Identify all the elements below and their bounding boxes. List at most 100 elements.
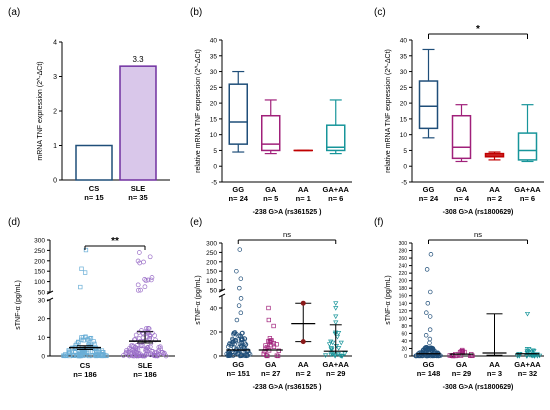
data-point — [239, 297, 243, 301]
y-tick-label: 20 — [210, 101, 218, 108]
significance-label: ns — [283, 230, 291, 239]
y-axis-label: sTNF-α (pg/mL) — [15, 280, 22, 330]
x-axis-label: -308 G>A (rs1800629) — [443, 384, 514, 391]
y-tick-label: 10 — [210, 132, 218, 139]
y-tick-label: 50 — [210, 288, 218, 295]
data-point — [334, 315, 338, 319]
category-label: CS — [89, 184, 99, 193]
panel-label-e: (e) — [190, 217, 202, 228]
y-axis-label: relative mRNA TNF expression (2^-ΔCt) — [385, 49, 392, 173]
y-axis-label: mRNA TNF expression (2^-ΔCt) — [37, 61, 44, 160]
y-tick-label: 280 — [399, 249, 408, 255]
data-point — [237, 304, 241, 308]
data-point — [526, 312, 530, 316]
data-point — [429, 252, 433, 256]
y-tick-label: 240 — [399, 264, 408, 270]
data-point — [334, 321, 338, 325]
data-point — [150, 275, 154, 279]
y-tick-label: 25 — [210, 85, 218, 92]
y-tick-label: 30 — [38, 298, 46, 305]
y-tick-label: 30 — [210, 69, 218, 76]
category-label: GG — [423, 360, 435, 369]
y-tick-label: 40 — [400, 38, 408, 45]
data-point — [137, 337, 141, 341]
n-label: n= 186 — [133, 370, 157, 379]
data-point — [237, 286, 241, 290]
data-point — [428, 328, 432, 332]
y-tick-label: 80 — [401, 324, 407, 330]
y-tick-label: 4 — [53, 40, 57, 47]
significance-label: * — [476, 24, 480, 35]
data-point — [301, 301, 306, 306]
n-label: n= 148 — [417, 369, 441, 378]
y-tick-label: 250 — [34, 248, 45, 255]
data-point — [239, 277, 243, 281]
category-label: GA — [265, 360, 277, 369]
n-label: n= 29 — [452, 369, 471, 378]
data-point — [424, 333, 428, 337]
bar-sle — [120, 66, 156, 180]
category-label: AA — [298, 185, 309, 194]
data-point — [426, 301, 430, 305]
y-tick-label: 150 — [206, 269, 217, 276]
box-gg — [420, 81, 438, 128]
data-point — [334, 307, 338, 311]
n-label: n= 1 — [296, 194, 311, 203]
x-axis-label: -238 G>A (rs361525 ) — [253, 209, 322, 216]
n-label: n= 2 — [487, 194, 502, 203]
data-point — [301, 339, 306, 344]
y-tick-label: 50 — [38, 290, 46, 297]
y-tick-label: 40 — [210, 38, 218, 45]
y-tick-label: 20 — [38, 316, 46, 323]
panel-label-b: (b) — [190, 7, 202, 18]
category-label: GG — [232, 185, 244, 194]
y-tick-label: 20 — [210, 330, 218, 337]
data-label: 3.3 — [132, 55, 144, 64]
panel-label-d: (d) — [8, 217, 20, 228]
y-tick-label: 35 — [210, 53, 218, 60]
category-label: GG — [232, 360, 244, 369]
data-point — [334, 344, 338, 348]
y-tick-label: 200 — [34, 258, 45, 265]
n-label: n= 27 — [261, 369, 280, 378]
panel-label-f: (f) — [374, 217, 383, 228]
data-point — [428, 315, 432, 319]
y-tick-label: -5 — [211, 180, 217, 187]
box-ga — [262, 116, 280, 151]
y-tick-label: 150 — [34, 269, 45, 276]
y-axis-label: sTNF-α (pg/mL) — [385, 275, 392, 325]
data-point — [428, 341, 432, 345]
category-label: AA — [298, 360, 309, 369]
n-label: n= 4 — [454, 194, 470, 203]
data-point — [267, 306, 271, 310]
y-tick-label: 40 — [401, 339, 407, 345]
data-point — [235, 318, 239, 322]
y-tick-label: 40 — [210, 306, 218, 313]
y-tick-label: 0 — [41, 354, 45, 361]
n-label: n= 2 — [296, 369, 311, 378]
y-tick-label: 260 — [399, 256, 408, 262]
y-tick-label: 10 — [38, 335, 46, 342]
n-label: n= 24 — [419, 194, 439, 203]
x-axis-label: -238 G>A (rs361525 ) — [253, 384, 322, 391]
y-tick-label: 5 — [213, 148, 217, 155]
box-ga — [453, 116, 471, 159]
data-point — [327, 343, 331, 347]
significance-label: ** — [111, 236, 119, 247]
category-label: AA — [489, 360, 500, 369]
y-tick-label: 250 — [206, 250, 217, 257]
box-gg — [229, 84, 247, 144]
n-label: n= 3 — [487, 369, 502, 378]
data-point — [153, 334, 157, 338]
data-point — [267, 318, 271, 322]
category-label: GA+AA — [323, 185, 350, 194]
y-tick-label: 140 — [399, 301, 408, 307]
y-tick-label: 0 — [213, 354, 217, 361]
data-point — [337, 331, 341, 335]
category-label: GA — [456, 185, 468, 194]
n-label: n= 32 — [518, 369, 537, 378]
